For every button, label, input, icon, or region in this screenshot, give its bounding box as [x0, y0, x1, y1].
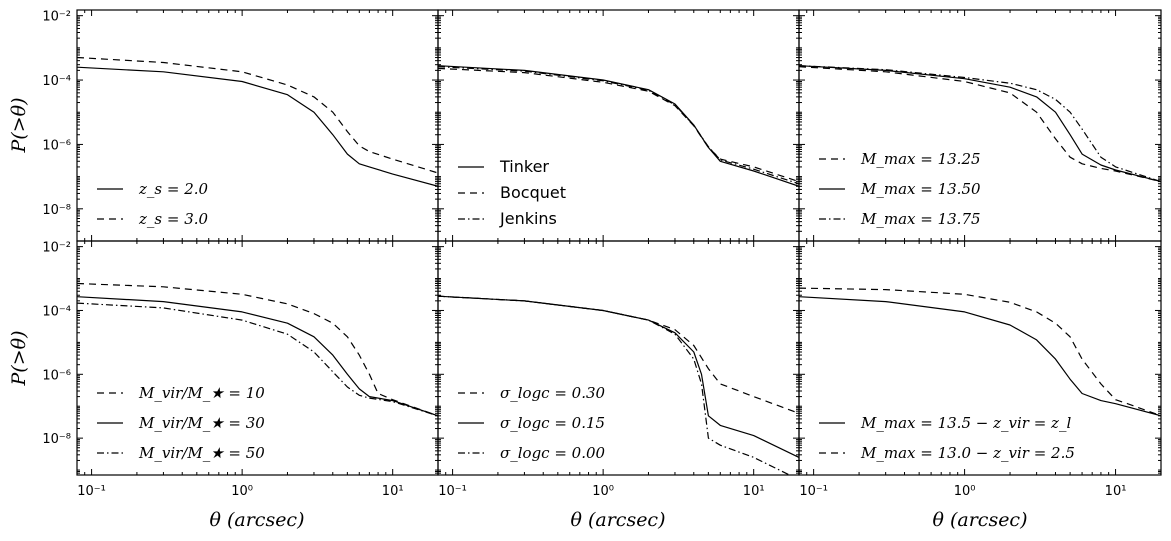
x-tick-label: 10¹ — [743, 484, 765, 499]
series-group — [438, 65, 799, 187]
legend-label: σ_logc = 0.30 — [500, 384, 606, 402]
y-tick-label: 10⁻² — [42, 10, 71, 25]
legend-label: M_max = 13.50 — [860, 180, 981, 198]
legend-label: M_max = 13.0 − z_vir = 2.5 — [860, 444, 1075, 462]
series-line — [438, 66, 799, 185]
series-line — [438, 295, 791, 475]
y-tick-label: 10⁻⁸ — [42, 432, 71, 447]
xlabel-middle: θ (arcsec) — [571, 509, 666, 531]
legend: σ_logc = 0.30 σ_logc = 0.15 σ_logc = 0.00 — [458, 384, 606, 462]
series-group — [799, 287, 1161, 417]
series-line — [438, 67, 799, 183]
y-tick-label: 10⁻² — [42, 241, 71, 256]
legend: M_max = 13.5 − z_vir = z_l M_max = 13.0 −… — [819, 414, 1075, 462]
axes-frame — [437, 240, 800, 476]
series-line — [799, 287, 1161, 417]
series-line — [438, 65, 799, 187]
series-line — [799, 296, 1161, 417]
xlabel-left: θ (arcsec) — [210, 509, 305, 531]
series-line — [77, 296, 438, 417]
y-tick-label: 10⁻⁶ — [42, 138, 71, 153]
xlabel-right: θ (arcsec) — [933, 509, 1028, 531]
x-tick-label: 10¹ — [1105, 484, 1127, 499]
legend-label: Jenkins — [499, 209, 557, 228]
series-line — [438, 295, 799, 458]
ylabel-top: P(>θ) — [8, 98, 30, 154]
y-tick-label: 10⁻⁸ — [42, 203, 71, 218]
legend-label: σ_logc = 0.00 — [500, 444, 606, 462]
series-group — [799, 65, 1161, 183]
x-tick-label: 10⁰ — [231, 484, 253, 499]
axes-frame — [437, 9, 800, 242]
series-line — [799, 65, 1161, 183]
series-group — [77, 56, 438, 187]
panel-top-middle: Tinker Bocquet Jenkins — [437, 9, 800, 242]
x-tick-label: 10⁻¹ — [799, 484, 828, 499]
panel-top-right: M_max = 13.25 M_max = 13.50 M_max = 13.75 — [798, 9, 1162, 242]
x-tick-label: 10⁰ — [592, 484, 614, 499]
series-line — [799, 65, 1161, 183]
series-line — [77, 56, 438, 174]
legend-label: M_vir/M_★ = 50 — [138, 444, 265, 462]
series-line — [77, 282, 438, 417]
legend: M_max = 13.25 M_max = 13.50 M_max = 13.75 — [819, 150, 981, 228]
legend: M_vir/M_★ = 10 M_vir/M_★ = 30 M_vir/M_★ = … — [97, 384, 265, 462]
y-tick-label: 10⁻⁶ — [42, 368, 71, 383]
series-line — [799, 66, 1161, 183]
axes-frame — [798, 9, 1162, 242]
series-group — [77, 282, 438, 417]
series-line — [77, 66, 438, 187]
panels: 10⁻⁸ 10⁻⁶ 10⁻⁴ 10⁻² z_s = 2.0 z_s = 3.0 Tinker… — [42, 9, 1162, 499]
legend-label: M_vir/M_★ = 10 — [138, 384, 265, 402]
legend-label: M_max = 13.75 — [860, 210, 981, 228]
panel-bottom-left: 10⁻⁸ 10⁻⁶ 10⁻⁴ 10⁻² 10⁻¹ 10⁰ 10¹ M_vir/M_★ = 10… — [42, 240, 439, 499]
axes-frame — [798, 240, 1162, 476]
legend-label: M_max = 13.25 — [860, 150, 981, 168]
legend-label: M_max = 13.5 − z_vir = z_l — [860, 414, 1071, 432]
legend-label: M_vir/M_★ = 30 — [138, 414, 265, 432]
panel-top-left: 10⁻⁸ 10⁻⁶ 10⁻⁴ 10⁻² z_s = 2.0 z_s = 3.0 — [42, 9, 439, 242]
legend-label: z_s = 2.0 — [138, 180, 209, 198]
y-tick-label: 10⁻⁴ — [42, 304, 71, 319]
legend-label: Bocquet — [500, 183, 566, 202]
legend-label: Tinker — [499, 157, 549, 176]
x-tick-label: 10¹ — [382, 484, 404, 499]
x-tick-label: 10⁻¹ — [438, 484, 467, 499]
ylabel-bottom: P(>θ) — [8, 331, 30, 387]
axes-frame — [76, 240, 439, 476]
series-line — [438, 295, 799, 414]
x-tick-label: 10⁰ — [954, 484, 976, 499]
legend-label: σ_logc = 0.15 — [500, 414, 605, 432]
x-tick-label: 10⁻¹ — [77, 484, 106, 499]
series-group — [438, 295, 799, 475]
axes-frame — [76, 9, 439, 242]
legend-label: z_s = 3.0 — [138, 210, 209, 228]
legend: z_s = 2.0 z_s = 3.0 — [97, 180, 209, 228]
y-tick-label: 10⁻⁴ — [42, 74, 71, 89]
legend: Tinker Bocquet Jenkins — [458, 157, 566, 228]
